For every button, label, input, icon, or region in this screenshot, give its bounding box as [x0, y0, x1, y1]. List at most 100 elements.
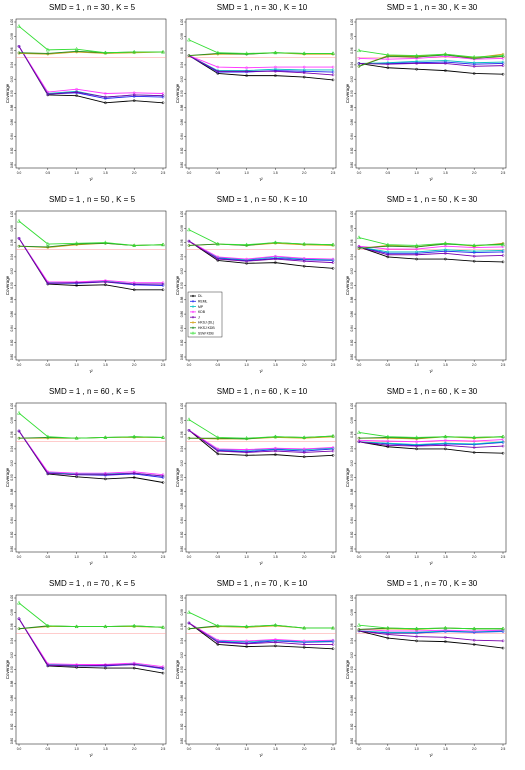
x-tick-label: 0.5	[386, 747, 391, 751]
data-point	[75, 281, 78, 284]
data-point	[500, 242, 506, 247]
y-tick-label: 0.98	[180, 417, 184, 423]
y-tick-label: 0.96	[350, 239, 354, 245]
data-point	[103, 624, 108, 629]
legend-label: MP	[198, 305, 204, 309]
data-point	[186, 609, 192, 614]
data-point	[132, 49, 137, 54]
data-point	[415, 639, 418, 643]
data-point	[414, 626, 419, 631]
legend-marker	[191, 310, 195, 313]
x-axis-label: τ²	[259, 753, 263, 758]
data-point	[302, 71, 306, 75]
series-line	[188, 429, 334, 458]
y-tick-label: 0.84	[350, 325, 354, 331]
data-point	[357, 62, 361, 65]
chart-title: SMD = 1 , n = 70 , K = 10	[217, 579, 308, 588]
y-tick-label: 0.92	[180, 268, 184, 274]
data-point	[386, 57, 390, 61]
y-axis-label: Coverage	[175, 83, 180, 103]
y-tick-label: 0.90	[180, 90, 184, 96]
series-line	[188, 229, 334, 246]
y-tick-label: 0.86	[180, 695, 184, 701]
data-point	[444, 444, 447, 447]
chart-title: SMD = 1 , n = 60 , K = 10	[217, 387, 308, 396]
data-point	[132, 282, 136, 286]
y-tick-label: 1.00	[350, 595, 354, 601]
y-tick-label: 1.00	[10, 403, 14, 409]
series-ssw-kdb	[16, 23, 166, 55]
data-point	[331, 643, 335, 646]
series-line	[358, 630, 504, 649]
y-tick-label: 0.98	[10, 225, 14, 231]
plot-frame	[355, 18, 507, 169]
legend-marker	[191, 294, 195, 298]
data-point	[160, 242, 166, 247]
y-tick-label: 0.86	[10, 695, 14, 701]
series-line	[188, 240, 334, 261]
x-tick-label: 1.5	[103, 747, 108, 751]
data-point	[245, 454, 248, 457]
x-tick-label: 0.0	[17, 363, 22, 367]
series-line	[359, 61, 504, 65]
y-tick-label: 0.86	[180, 119, 184, 125]
series-line	[358, 441, 504, 454]
y-tick-label: 0.82	[10, 147, 14, 153]
data-point	[302, 241, 307, 246]
x-tick-label: 0.0	[187, 171, 192, 175]
y-tick-label: 0.80	[180, 354, 184, 360]
data-point	[444, 248, 447, 252]
data-point	[331, 638, 335, 642]
series-ssw-kdb	[356, 48, 506, 59]
series-line	[18, 51, 164, 55]
data-point	[500, 626, 506, 631]
x-tick-label: 0.0	[17, 555, 22, 559]
data-point	[472, 254, 476, 258]
series-dl	[187, 54, 335, 82]
data-point	[103, 50, 108, 55]
data-point	[161, 481, 165, 484]
series-line	[188, 611, 333, 629]
data-point	[302, 643, 306, 646]
data-point	[415, 62, 418, 65]
legend-label: SSW KDB	[198, 331, 214, 335]
plot-frame	[185, 402, 337, 553]
series-line	[358, 441, 504, 448]
y-axis-label: Coverage	[345, 659, 350, 679]
y-tick-label: 0.98	[180, 33, 184, 39]
y-tick-label: 0.98	[180, 225, 184, 231]
chart-panel-5: SMD = 1 , n = 50 , K = 10 0.80 0.82 0.84 0.8…	[175, 195, 337, 374]
series-reml	[17, 617, 165, 671]
y-tick-label: 0.96	[350, 47, 354, 53]
y-tick-label: 0.94	[10, 62, 14, 68]
data-point	[414, 53, 419, 58]
x-tick-label: 2.5	[501, 171, 506, 175]
data-point	[216, 449, 220, 453]
x-tick-label: 2.0	[302, 747, 307, 751]
data-point	[444, 69, 447, 72]
y-tick-label: 1.00	[10, 211, 14, 217]
data-point	[444, 62, 447, 65]
data-point	[444, 252, 447, 255]
data-point	[17, 436, 21, 440]
legend-label: J	[198, 315, 200, 319]
data-point	[187, 621, 191, 625]
chart-panel-11: SMD = 1 , n = 70 , K = 10 0.80 0.82 0.84 0.8…	[175, 579, 337, 758]
y-tick-label: 0.86	[180, 311, 184, 317]
data-point	[444, 59, 447, 62]
data-point	[302, 435, 307, 439]
x-tick-label: 2.5	[161, 555, 166, 559]
data-point	[104, 101, 107, 105]
y-tick-label: 0.94	[350, 62, 354, 68]
data-point	[274, 70, 277, 73]
data-point	[274, 261, 277, 264]
legend-marker	[191, 331, 195, 335]
y-tick-label: 0.80	[10, 354, 14, 360]
series-line	[188, 55, 333, 69]
data-point	[104, 280, 107, 284]
y-tick-label: 0.98	[350, 225, 354, 231]
y-tick-label: 1.00	[180, 595, 184, 601]
y-tick-label: 0.98	[350, 33, 354, 39]
series-line	[188, 622, 334, 643]
